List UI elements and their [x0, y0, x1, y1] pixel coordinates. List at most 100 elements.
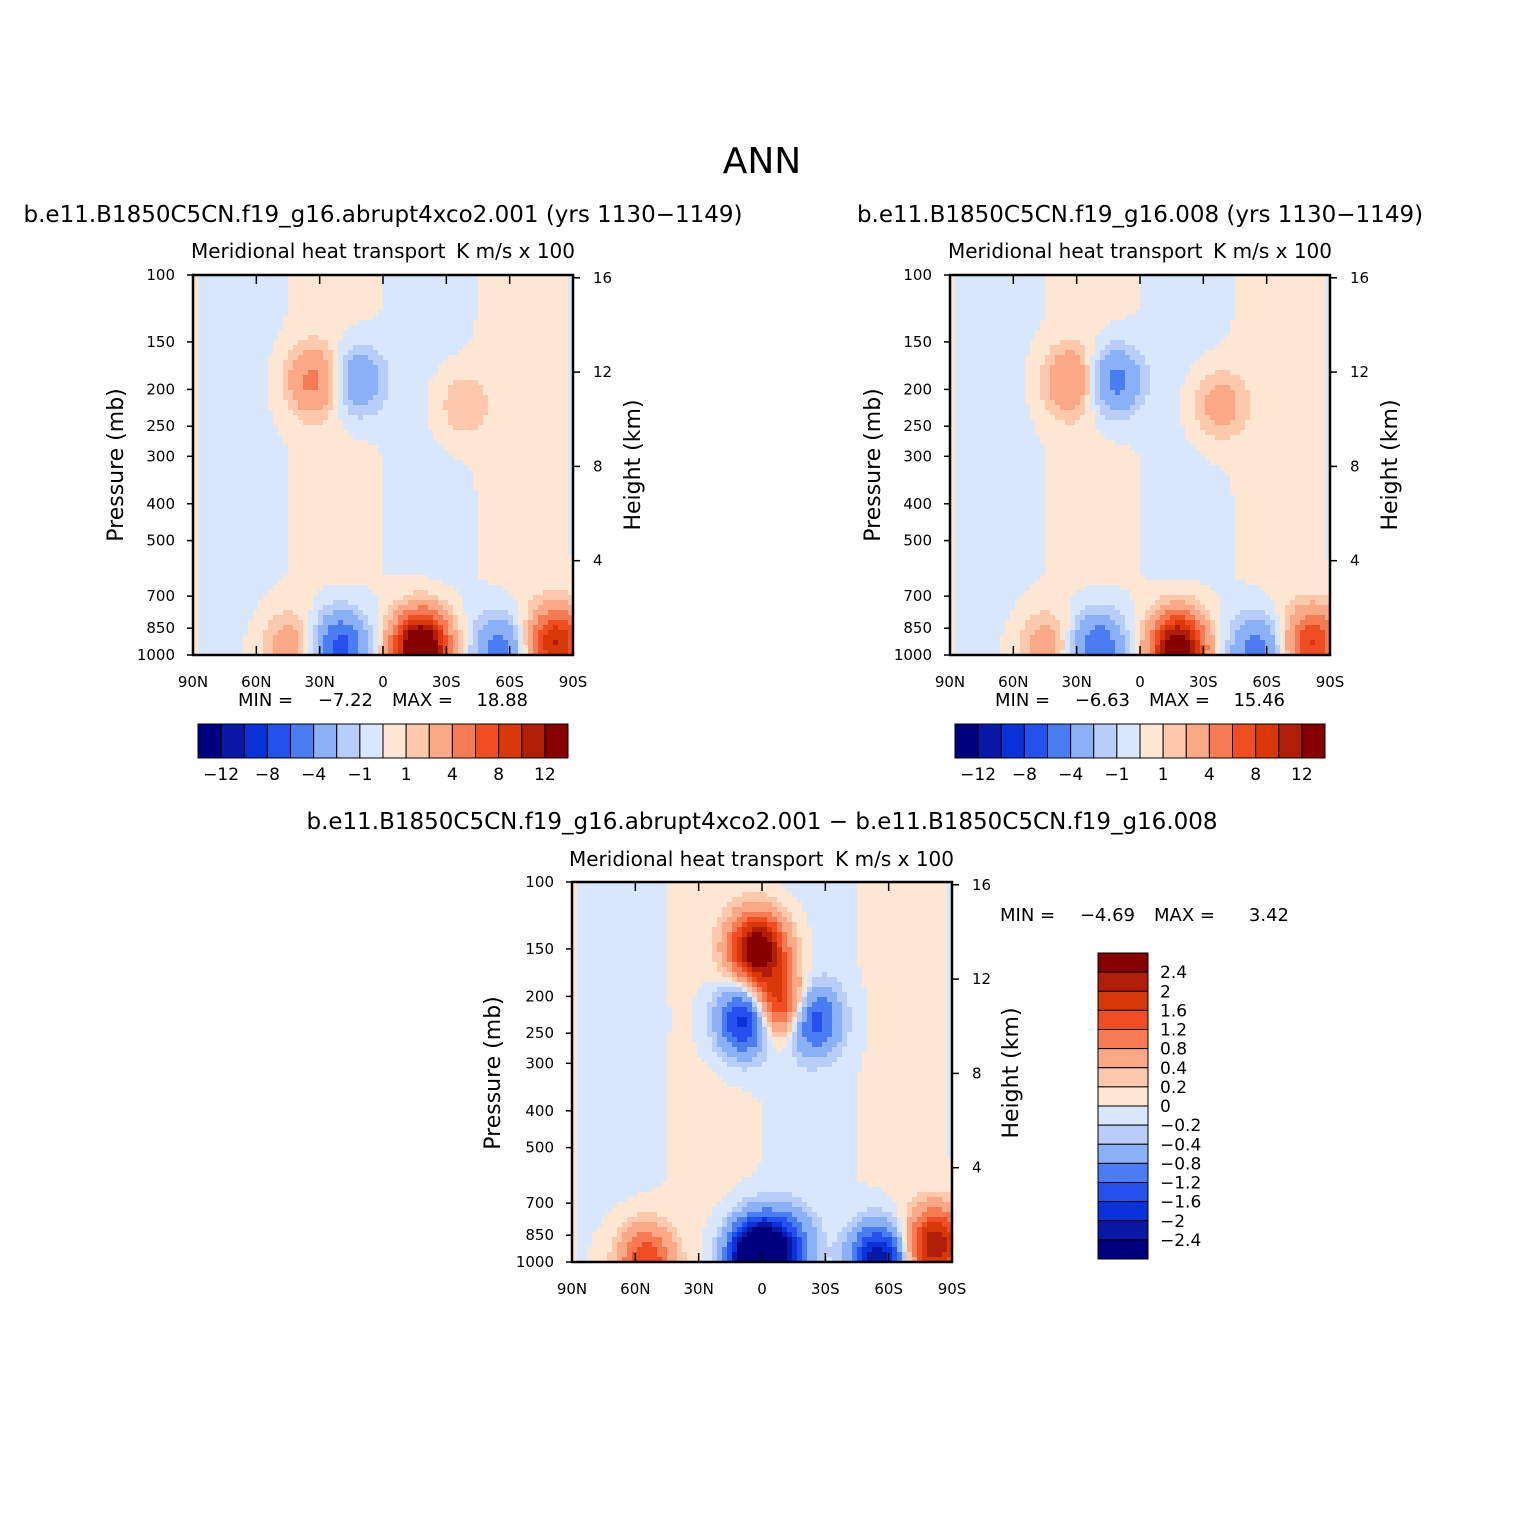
field-cell: [433, 430, 439, 436]
field-cell: [223, 435, 229, 441]
field-cell: [433, 325, 439, 331]
field-cell: [428, 495, 434, 501]
field-cell: [463, 580, 469, 586]
field-cell: [268, 335, 274, 341]
field-cell: [403, 420, 409, 426]
field-cell: [218, 515, 224, 521]
field-cell: [408, 390, 414, 396]
field-cell: [223, 355, 229, 361]
field-cell: [248, 470, 254, 476]
field-cell: [503, 290, 509, 296]
field-cell: [388, 375, 394, 381]
field-cell: [273, 405, 279, 411]
field-cell: [198, 595, 204, 601]
field-cell: [463, 510, 469, 516]
field-cell: [463, 610, 469, 616]
field-cell: [243, 385, 249, 391]
field-cell: [458, 285, 464, 291]
field-cell: [198, 635, 204, 641]
field-cell: [263, 300, 269, 306]
field-cell: [273, 620, 279, 626]
field-cell: [413, 280, 419, 286]
field-cell: [398, 570, 404, 576]
field-cell: [263, 565, 269, 571]
field-cell: [348, 335, 354, 341]
field-cell: [253, 535, 259, 541]
field-cell: [498, 620, 504, 626]
field-cell: [248, 555, 254, 561]
field-cell: [348, 285, 354, 291]
field-cell: [408, 315, 414, 321]
field-cell: [453, 320, 459, 326]
field-cell: [223, 395, 229, 401]
field-cell: [208, 370, 214, 376]
field-cell: [298, 275, 304, 281]
field-cell: [408, 375, 414, 381]
field-cell: [268, 460, 274, 466]
field-cell: [368, 545, 374, 551]
field-cell: [283, 370, 289, 376]
field-cell: [473, 525, 479, 531]
field-cell: [473, 585, 479, 591]
field-cell: [293, 580, 299, 586]
field-cell: [438, 580, 444, 586]
field-cell: [303, 335, 309, 341]
field-cell: [438, 325, 444, 331]
field-cell: [218, 320, 224, 326]
field-cell: [333, 510, 339, 516]
field-cell: [193, 355, 199, 361]
field-cell: [308, 530, 314, 536]
field-cell: [408, 530, 414, 536]
field-cell: [353, 445, 359, 451]
field-cell: [468, 305, 474, 311]
field-cell: [228, 495, 234, 501]
field-cell: [363, 525, 369, 531]
field-cell: [368, 615, 374, 621]
field-cell: [388, 470, 394, 476]
field-cell: [208, 435, 214, 441]
field-cell: [483, 330, 489, 336]
field-cell: [213, 575, 219, 581]
field-cell: [433, 475, 439, 481]
field-cell: [498, 360, 504, 366]
field-cell: [338, 370, 344, 376]
field-cell: [218, 350, 224, 356]
field-cell: [498, 370, 504, 376]
field-cell: [373, 415, 379, 421]
field-cell: [488, 315, 494, 321]
field-cell: [418, 650, 424, 656]
field-cell: [223, 635, 229, 641]
field-cell: [313, 345, 319, 351]
field-cell: [313, 310, 319, 316]
field-cell: [358, 290, 364, 296]
field-cell: [238, 440, 244, 446]
field-cell: [273, 555, 279, 561]
field-cell: [198, 275, 204, 281]
field-cell: [363, 590, 369, 596]
field-cell: [193, 380, 199, 386]
field-cell: [243, 460, 249, 466]
field-cell: [388, 360, 394, 366]
field-cell: [438, 420, 444, 426]
field-cell: [468, 565, 474, 571]
field-cell: [278, 375, 284, 381]
field-cell: [408, 285, 414, 291]
field-cell: [438, 320, 444, 326]
field-cell: [478, 370, 484, 376]
field-cell: [318, 500, 324, 506]
field-cell: [388, 570, 394, 576]
field-cell: [198, 510, 204, 516]
field-cell: [193, 495, 199, 501]
field-cell: [493, 540, 499, 546]
field-cell: [283, 520, 289, 526]
field-cell: [338, 445, 344, 451]
field-cell: [458, 280, 464, 286]
field-cell: [333, 470, 339, 476]
field-cell: [408, 535, 414, 541]
field-cell: [503, 420, 509, 426]
field-cell: [208, 625, 214, 631]
field-cell: [463, 570, 469, 576]
field-cell: [468, 330, 474, 336]
field-cell: [338, 360, 344, 366]
field-cell: [398, 510, 404, 516]
